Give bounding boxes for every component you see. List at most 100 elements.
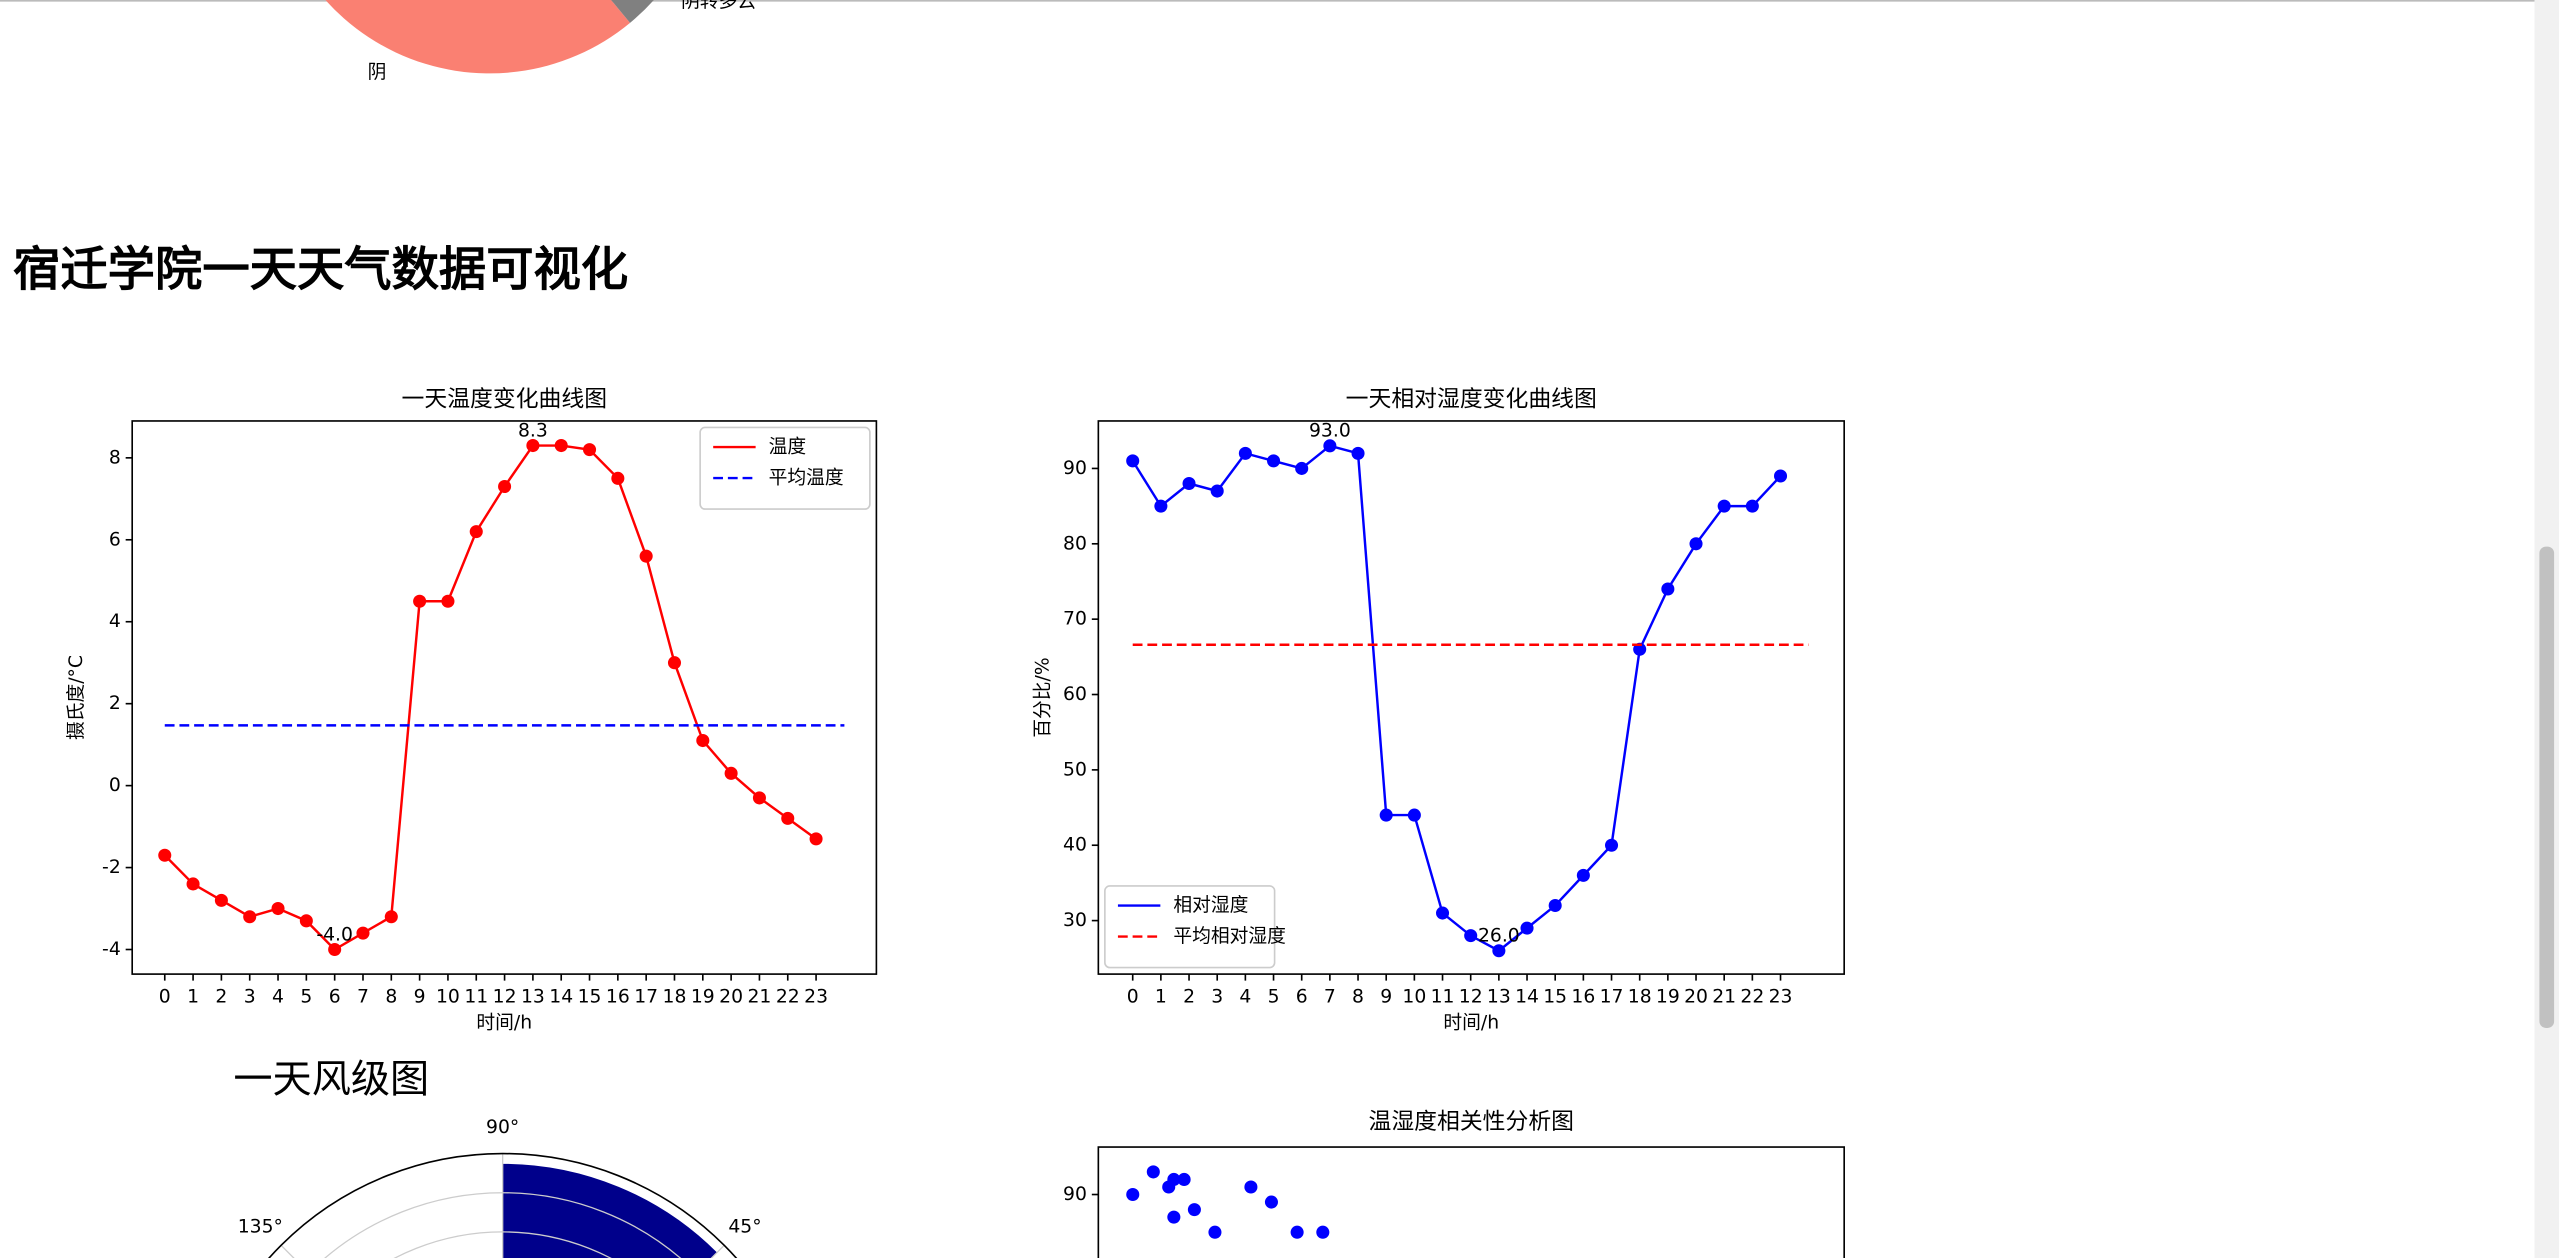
annotation: 26.0 <box>1478 926 1520 947</box>
x-tick-label: 23 <box>804 986 828 1007</box>
x-tick-label: 11 <box>1431 986 1455 1007</box>
x-tick-label: 8 <box>385 986 397 1007</box>
x-tick-label: 0 <box>159 986 171 1007</box>
y-axis-label: 百分比/% <box>1031 657 1053 737</box>
scatter-point <box>1146 1165 1160 1179</box>
x-tick-label: 17 <box>634 986 658 1007</box>
scatter-point <box>1167 1172 1181 1186</box>
x-tick-label: 14 <box>549 986 573 1007</box>
angle-label: 90° <box>486 1117 519 1138</box>
x-tick-label: 6 <box>329 986 341 1007</box>
pie-label: 阴转多云 <box>681 0 756 12</box>
scatter-point <box>1126 1187 1140 1202</box>
x-tick-label: 18 <box>663 986 687 1007</box>
x-tick-label: 14 <box>1515 986 1539 1007</box>
x-tick-label: 6 <box>1296 986 1308 1007</box>
data-point <box>186 877 200 891</box>
angle-label: 45° <box>728 1216 761 1237</box>
x-tick-label: 4 <box>272 986 284 1007</box>
data-point <box>328 942 342 957</box>
x-tick-label: 11 <box>464 986 488 1007</box>
y-tick-label: 4 <box>109 611 121 632</box>
y-tick-label: -2 <box>102 857 121 878</box>
angle-label: 135° <box>238 1216 283 1237</box>
x-tick-label: 7 <box>1324 986 1336 1007</box>
data-point <box>243 910 257 924</box>
data-point <box>554 439 568 453</box>
data-point <box>1210 484 1224 498</box>
data-point <box>809 832 823 846</box>
data-point <box>1492 944 1506 958</box>
data-point <box>1379 808 1393 822</box>
x-tick-label: 15 <box>578 986 602 1007</box>
x-tick-label: 16 <box>1571 986 1595 1007</box>
legend-label: 平均温度 <box>769 467 844 489</box>
data-point <box>752 791 766 805</box>
data-point <box>271 902 285 916</box>
scrollbar-thumb[interactable] <box>2539 546 2555 1028</box>
data-point <box>1745 499 1759 513</box>
page-title: 宿迁学院一天天气数据可视化 <box>13 242 628 297</box>
y-axis-label: 摄氏度/°C <box>65 655 87 740</box>
data-point <box>384 910 398 924</box>
y-tick-label: 30 <box>1063 910 1087 931</box>
data-point <box>1576 868 1590 882</box>
chart-title: 一天温度变化曲线图 <box>402 386 607 412</box>
y-tick-label: 50 <box>1063 759 1087 780</box>
data-point <box>413 594 427 608</box>
data-point <box>696 734 710 748</box>
scatter-point <box>1264 1195 1278 1209</box>
x-tick-label: 15 <box>1543 986 1567 1007</box>
x-tick-label: 20 <box>719 986 743 1007</box>
x-tick-label: 3 <box>244 986 256 1007</box>
scatter-point <box>1187 1203 1201 1217</box>
data-point <box>1689 537 1703 551</box>
data-point <box>1154 499 1168 513</box>
wind-bar <box>502 1162 718 1258</box>
x-tick-label: 4 <box>1239 986 1251 1007</box>
data-point <box>1773 469 1788 483</box>
x-tick-label: 1 <box>187 986 199 1007</box>
angle-grid <box>280 1244 295 1258</box>
pie-label: 阴 <box>368 61 387 83</box>
x-tick-label: 0 <box>1127 986 1139 1007</box>
data-point <box>583 443 597 457</box>
polar-frame <box>268 1152 738 1258</box>
data-point <box>1520 921 1534 935</box>
data-point <box>724 766 738 780</box>
annotation: -4.0 <box>316 924 353 945</box>
annotation: 8.3 <box>518 420 548 441</box>
data-point <box>639 549 653 563</box>
x-tick-label: 5 <box>300 986 312 1007</box>
data-point <box>1182 476 1196 491</box>
y-tick-label: -4 <box>102 939 121 960</box>
scatter-point <box>1177 1172 1191 1186</box>
data-point <box>1267 454 1281 468</box>
x-tick-label: 10 <box>436 986 460 1007</box>
data-point <box>1351 446 1365 460</box>
data-point <box>441 594 455 608</box>
legend-label: 温度 <box>769 436 807 458</box>
series-line <box>163 444 817 952</box>
x-tick-label: 9 <box>1380 986 1392 1007</box>
x-tick-label: 21 <box>748 986 772 1007</box>
y-tick-label: 40 <box>1063 835 1087 856</box>
x-tick-label: 20 <box>1684 986 1708 1007</box>
y-tick-label: 90 <box>1063 458 1087 479</box>
x-tick-label: 13 <box>521 986 545 1007</box>
x-tick-label: 22 <box>776 986 800 1007</box>
data-point <box>299 914 313 928</box>
data-point <box>1126 454 1140 468</box>
x-tick-label: 12 <box>1459 986 1483 1007</box>
x-tick-label: 5 <box>1268 986 1280 1007</box>
scatter-point <box>1208 1225 1222 1239</box>
x-tick-label: 12 <box>493 986 517 1007</box>
scatter-point <box>1316 1225 1330 1239</box>
data-point <box>611 471 625 485</box>
x-axis-label: 时间/h <box>1443 1012 1499 1034</box>
x-tick-label: 9 <box>414 986 426 1007</box>
scatter-point <box>1244 1180 1258 1194</box>
legend-label: 相对湿度 <box>1173 894 1248 916</box>
data-point <box>1548 898 1562 913</box>
